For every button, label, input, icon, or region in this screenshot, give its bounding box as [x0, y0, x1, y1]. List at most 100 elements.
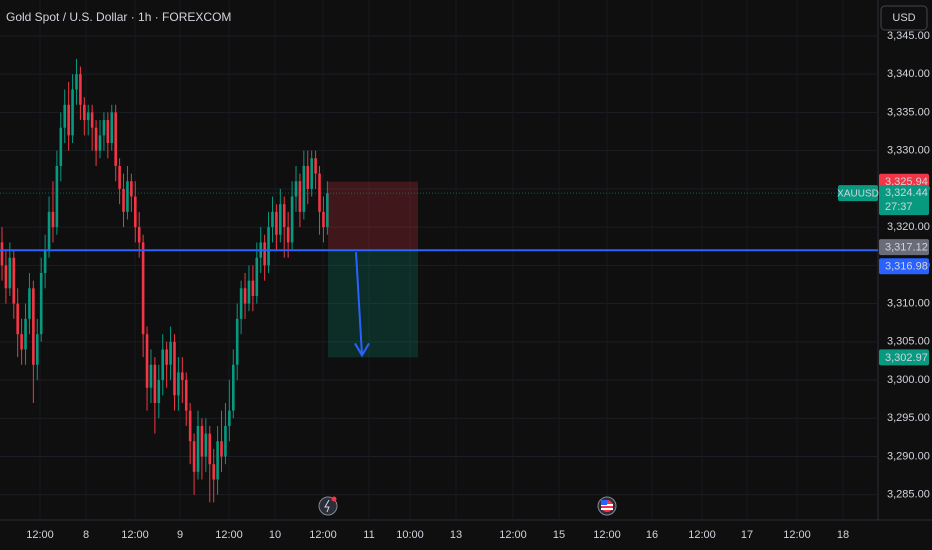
candle-body: [212, 464, 215, 480]
candle-body: [4, 265, 8, 289]
candle-body: [251, 280, 255, 296]
y-tick-label: 3,295.00: [887, 412, 930, 424]
candle-body: [224, 425, 227, 457]
candle-body: [75, 74, 78, 90]
candle-body: [157, 380, 161, 403]
candle-body: [133, 196, 137, 228]
x-tick-label: 17: [741, 529, 753, 541]
target-zone: [328, 250, 418, 358]
x-tick-label: 12:00: [499, 529, 527, 541]
candle-body: [79, 74, 82, 105]
candle-body: [177, 372, 180, 396]
y-tick-label: 3,340.00: [887, 68, 930, 80]
candle-body: [39, 273, 43, 335]
candle-body: [83, 104, 86, 121]
candle-body: [208, 433, 212, 465]
symbol-bg: [838, 185, 878, 202]
y-tick-label: 3,320.00: [887, 221, 930, 233]
candle-body: [141, 242, 145, 335]
candle-body: [310, 158, 313, 189]
candle-body: [192, 441, 196, 472]
candle-body: [267, 227, 270, 266]
candle-body: [228, 410, 231, 426]
candle-body: [294, 181, 298, 197]
y-tick-label: 3,310.00: [887, 297, 930, 309]
x-tick-label: 16: [646, 529, 658, 541]
symbol-label: XAUUSD: [837, 188, 879, 199]
candle-body: [35, 334, 39, 365]
x-tick-label: 12:00: [309, 529, 337, 541]
level-label: 3,316.98: [885, 261, 928, 273]
candle-body: [8, 257, 12, 289]
x-tick-label: 10: [269, 529, 281, 541]
candle-body: [188, 410, 192, 442]
candle-body: [271, 211, 274, 228]
last-price: 3,324.44: [885, 187, 928, 199]
candle-body: [20, 334, 23, 350]
candle-body: [318, 173, 321, 212]
candle-body: [94, 127, 98, 151]
candle-body: [286, 227, 290, 243]
y-tick-label: 3,300.00: [887, 374, 930, 386]
candle-body: [173, 341, 176, 396]
level-label: 3,302.97: [885, 352, 928, 364]
event-icon[interactable]: [318, 496, 338, 516]
candle-body: [161, 349, 165, 381]
candle-body: [137, 227, 141, 243]
candle-body: [184, 380, 188, 411]
candle-body: [306, 165, 310, 189]
candle-body: [71, 89, 74, 136]
candle-body: [63, 104, 67, 128]
x-tick-label: 12:00: [783, 529, 811, 541]
candle-body: [231, 364, 235, 411]
arrow: [354, 252, 370, 358]
currency-button[interactable]: [880, 5, 928, 31]
candle-body: [255, 257, 259, 296]
candle-body: [16, 303, 19, 335]
y-tick-label: 3,285.00: [887, 489, 930, 501]
candle-body: [90, 112, 94, 128]
candle-body: [47, 211, 51, 251]
currency-label[interactable]: USD: [892, 12, 915, 24]
level-label-bg: [879, 349, 929, 366]
candle-body: [118, 165, 121, 189]
chart-title: Gold Spot / U.S. Dollar · 1h · FOREXCOM: [6, 10, 231, 24]
candle-body: [302, 165, 306, 212]
y-tick-label: 3,335.00: [887, 106, 930, 118]
event-icon[interactable]: [597, 496, 617, 516]
level-label: 3,325.94: [885, 176, 928, 188]
candle-body: [314, 158, 317, 174]
candle-body: [102, 120, 106, 136]
candle-body: [12, 257, 16, 304]
candle-body: [196, 425, 200, 472]
candle-body: [149, 364, 153, 388]
candle-body: [32, 288, 35, 365]
overlay: [0, 181, 878, 358]
candle-body: [28, 288, 31, 319]
level-label: 3,317.12: [885, 242, 928, 254]
x-tick-label: 8: [83, 529, 89, 541]
candle-body: [290, 196, 294, 243]
x-tick-label: 12:00: [593, 529, 621, 541]
candle-body: [263, 242, 266, 266]
x-tick-label: 12:00: [121, 529, 149, 541]
candle-body: [0, 242, 4, 266]
candle-body: [86, 112, 90, 121]
candle-body: [55, 165, 59, 228]
candle-body: [110, 112, 114, 143]
candle-body: [275, 211, 278, 235]
y-tick-label: 3,290.00: [887, 450, 930, 462]
candle-body: [326, 193, 329, 228]
candle-body: [247, 280, 251, 304]
candle-body: [298, 181, 302, 212]
candle-body: [98, 135, 102, 151]
candle-body: [235, 318, 239, 365]
y-tick-label: 3,330.00: [887, 145, 930, 157]
candle-body: [279, 204, 282, 235]
candles: [0, 58, 329, 503]
candle-body: [165, 349, 168, 365]
x-tick-label: 10:00: [396, 529, 424, 541]
candle-body: [239, 288, 243, 319]
